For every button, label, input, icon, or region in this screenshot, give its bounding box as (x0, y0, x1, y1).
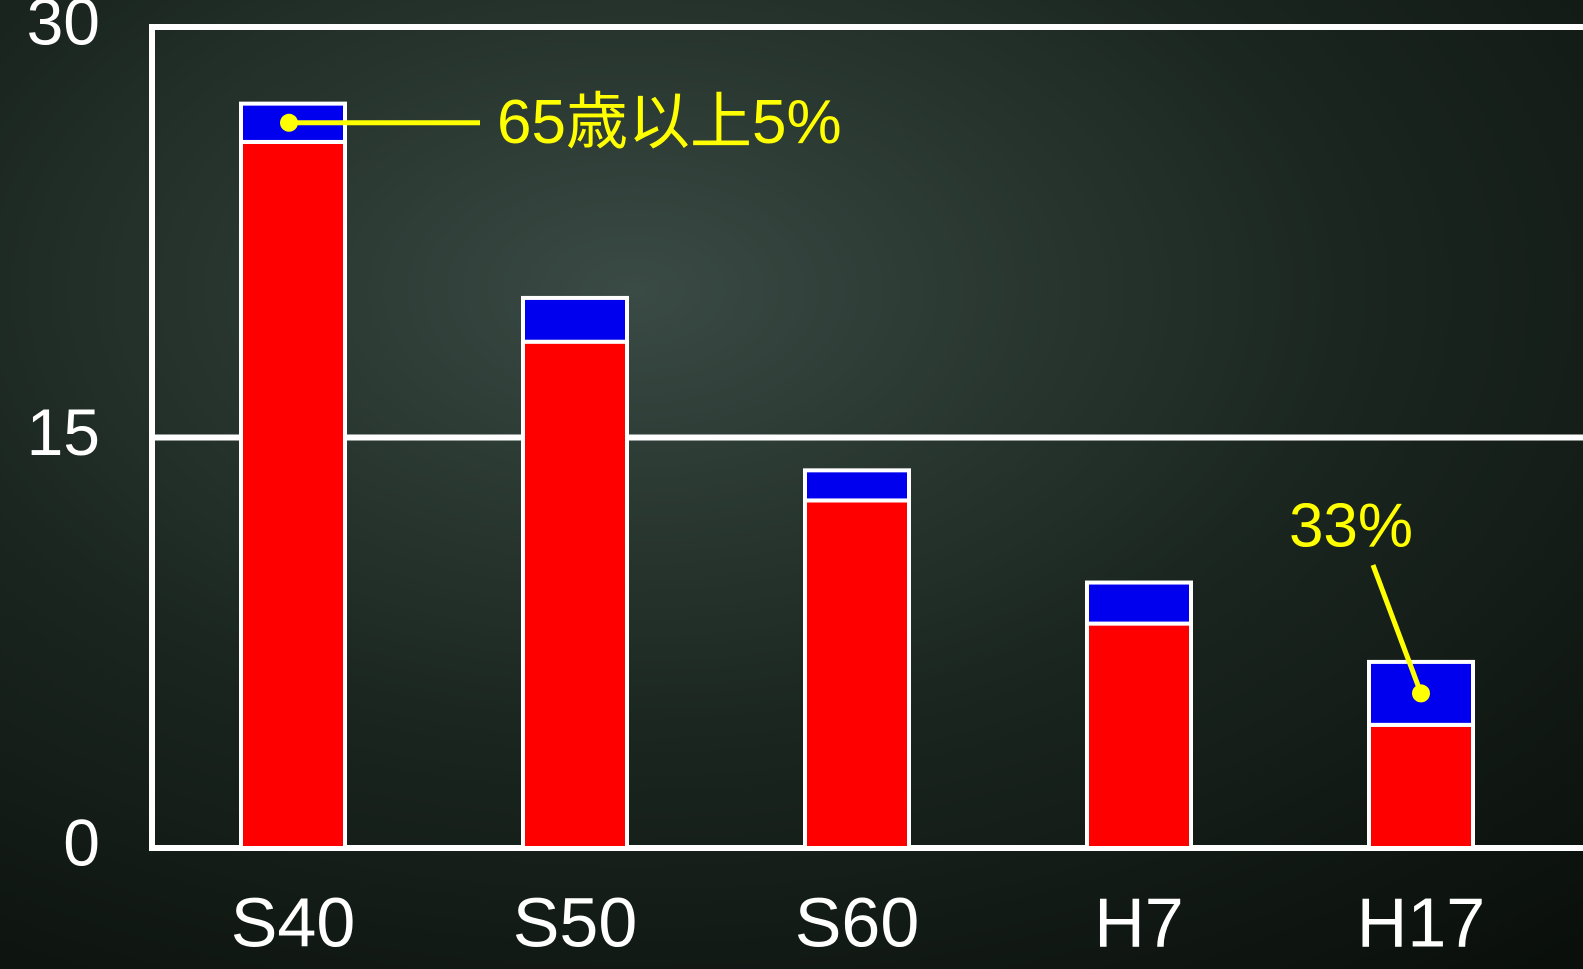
x-tick-label: S60 (795, 883, 920, 961)
bar-segment (1085, 580, 1193, 626)
bar-segment (1367, 722, 1475, 850)
bar-segment (803, 468, 911, 503)
annotation-dot (280, 113, 298, 132)
y-tick-label: 30 (27, 0, 100, 58)
x-tick-label: S50 (513, 883, 638, 961)
y-tick-label: 0 (63, 805, 100, 879)
plot-area: 0 15 30 S40 S50 S60 H7 H17 65歳以上5% 33% (27, 0, 1583, 961)
bar-segment (521, 295, 629, 344)
bar-segment (803, 498, 911, 850)
x-tick-label: H7 (1094, 883, 1183, 961)
x-tick-label: H17 (1357, 883, 1485, 961)
bar-segment (521, 339, 629, 850)
bar-segment (1085, 621, 1193, 850)
x-tick-label: S40 (231, 883, 356, 961)
annotation: 65歳以上5% (497, 88, 842, 157)
annotation: 33% (1289, 491, 1413, 560)
bar-segment (239, 139, 347, 850)
y-tick-label: 15 (27, 395, 100, 469)
annotation-dot (1412, 684, 1430, 703)
annotation-leader (1370, 564, 1424, 695)
